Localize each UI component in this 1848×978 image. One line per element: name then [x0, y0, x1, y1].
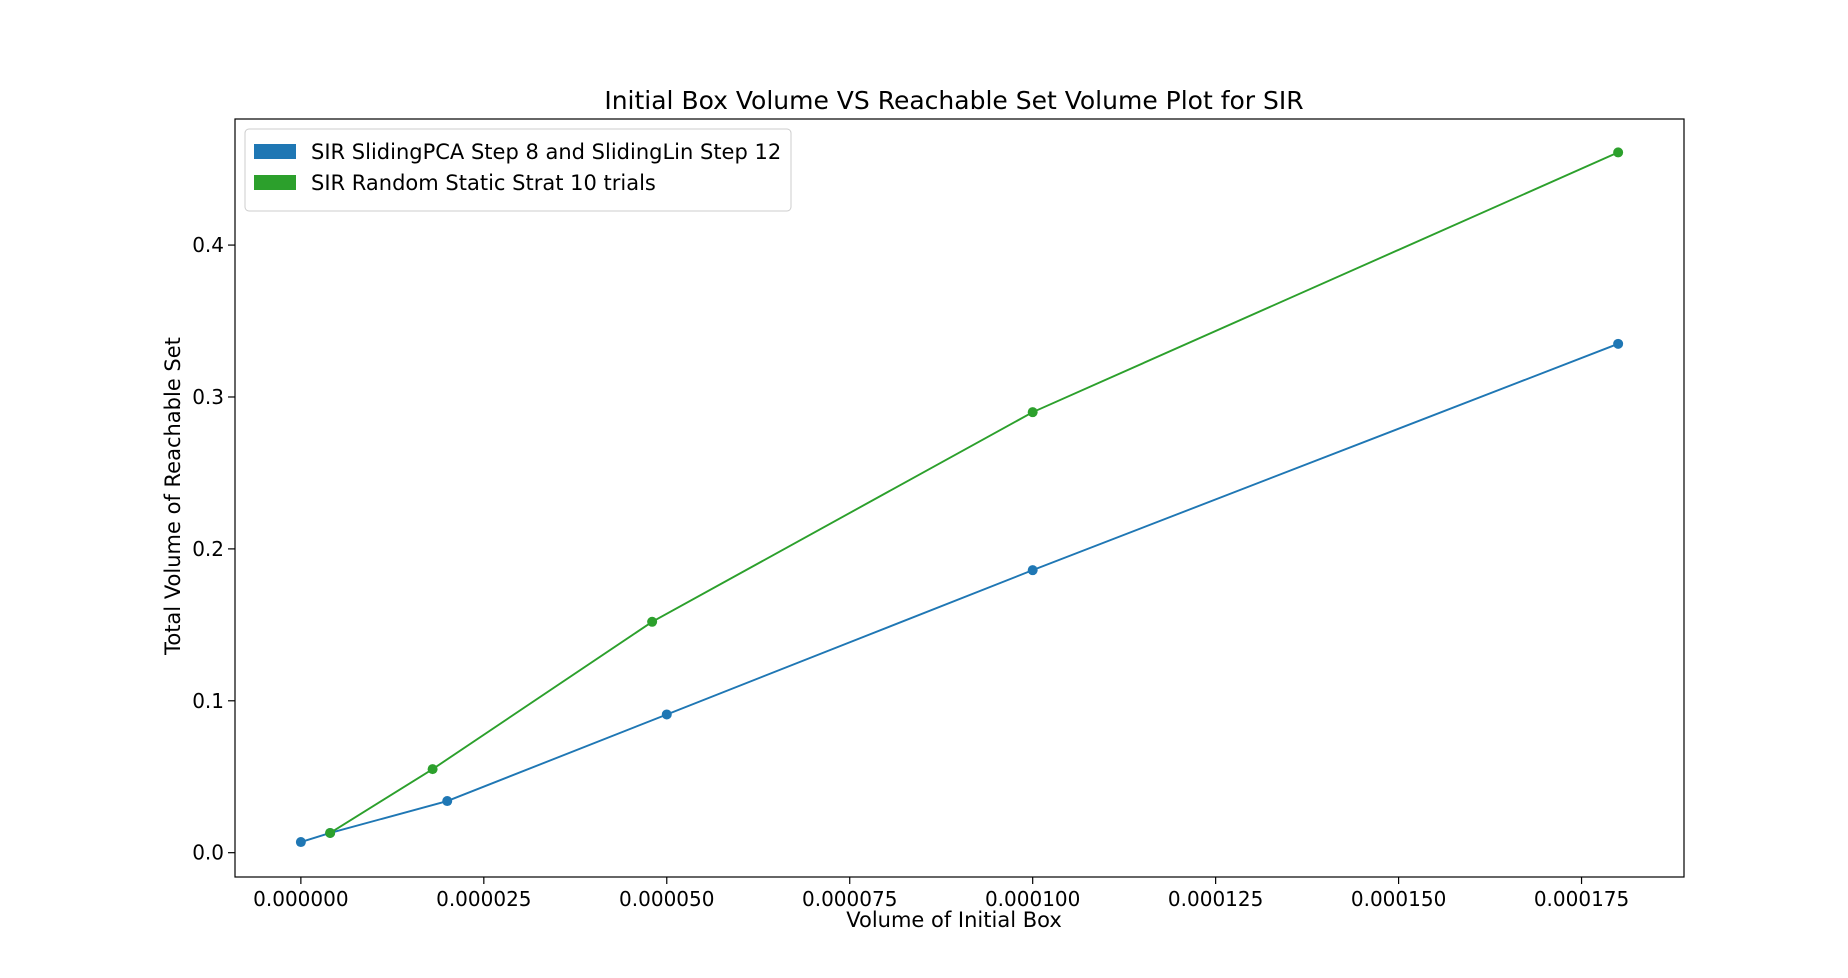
chart-title: Initial Box Volume VS Reachable Set Volu…: [604, 86, 1303, 115]
series-2-point: [647, 616, 658, 627]
y-axis-label: Total Volume of Reachable Set: [161, 337, 185, 656]
series-1-point: [442, 796, 453, 807]
series-1: [295, 338, 1624, 848]
series-2-point: [1613, 147, 1624, 158]
y-tick-label: 0.1: [192, 689, 224, 713]
legend-label: SIR Random Static Strat 10 trials: [311, 171, 656, 195]
plot-frame: [234, 118, 1685, 878]
x-axis: 0.000000 0.000025 0.000050 0.000075 0.000100…: [253, 877, 1629, 911]
x-tick-label: 0.000025: [436, 887, 531, 911]
x-tick-label: 0.000075: [802, 887, 897, 911]
x-tick-label: 0.000100: [985, 887, 1080, 911]
plot-area: [234, 118, 1685, 878]
x-tick-label: 0.000175: [1534, 887, 1629, 911]
y-tick-label: 0.2: [192, 537, 224, 561]
legend-box: [244, 128, 792, 212]
series-1-line: [300, 342, 1619, 843]
x-tick-label: 0.000150: [1351, 887, 1446, 911]
legend: SIR SlidingPCA Step 8 and SlidingLin Ste…: [244, 128, 792, 212]
legend-label: SIR SlidingPCA Step 8 and SlidingLin Ste…: [311, 140, 781, 164]
y-axis: 0.0 0.1 0.2 0.3 0.4: [192, 233, 235, 865]
y-tick-label: 0.3: [192, 385, 224, 409]
series-layer: [295, 147, 1624, 848]
y-tick-label: 0.0: [192, 841, 224, 865]
series-1-point: [661, 709, 672, 720]
legend-swatch: [254, 175, 296, 190]
series-1-point: [295, 837, 306, 848]
x-axis-label: Volume of Initial Box: [846, 908, 1062, 932]
series-2: [325, 147, 1624, 838]
series-2-point: [325, 827, 336, 838]
series-2-point: [1027, 407, 1038, 418]
y-tick-label: 0.4: [192, 233, 224, 257]
legend-swatch: [254, 144, 296, 159]
x-tick-label: 0.000000: [253, 887, 348, 911]
series-2-point: [427, 764, 438, 775]
series-1-point: [1613, 338, 1624, 349]
series-1-point: [1027, 565, 1038, 576]
x-tick-label: 0.000125: [1168, 887, 1263, 911]
x-tick-label: 0.000050: [619, 887, 714, 911]
